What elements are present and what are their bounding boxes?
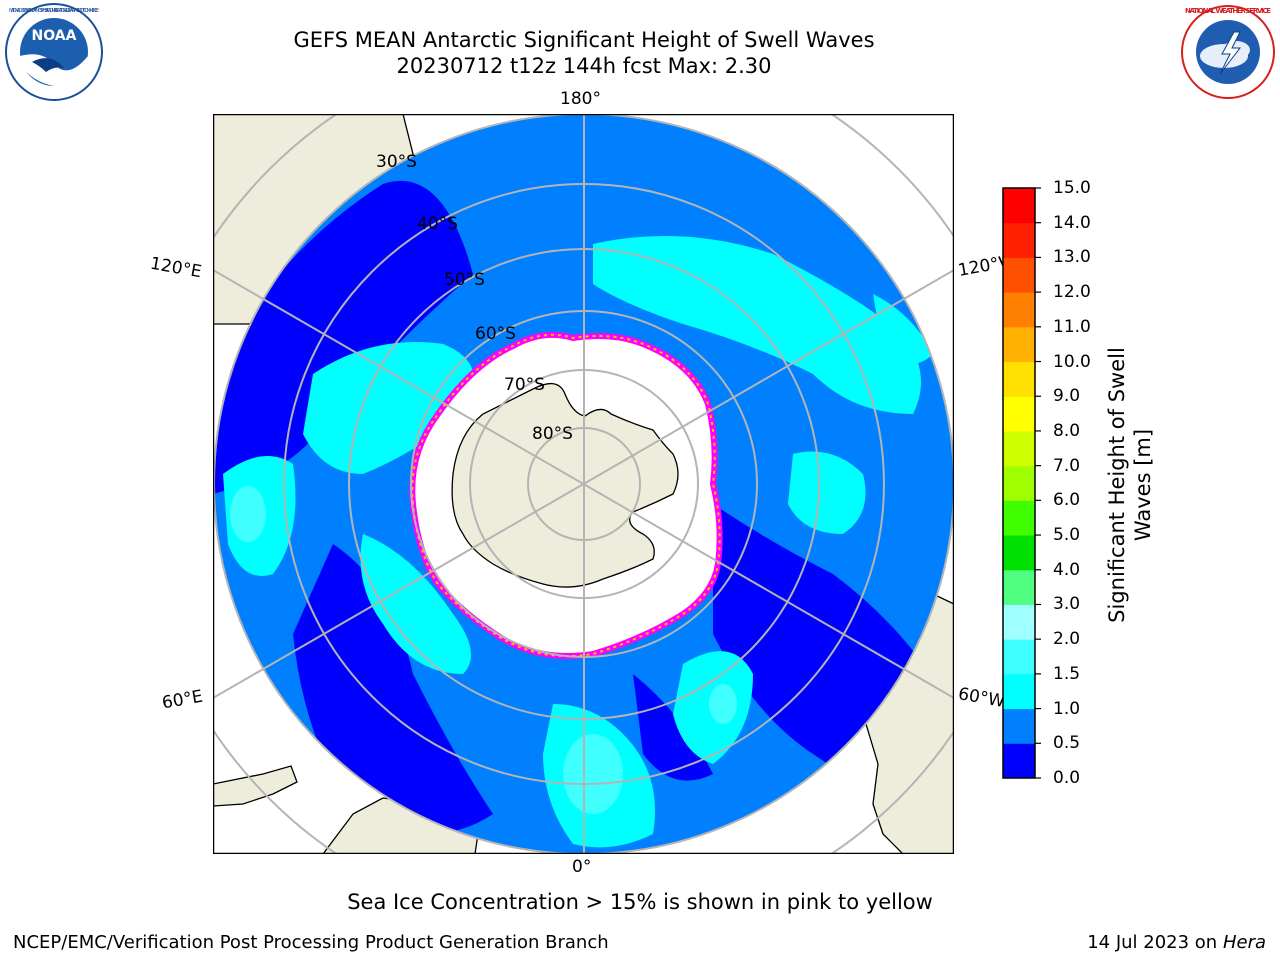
colorbar-label: Significant Height of Swell Waves [m]: [1105, 347, 1155, 623]
lat-label-60: 60°S: [475, 324, 516, 344]
noaa-logo-text: NOAA: [32, 28, 77, 44]
lon-label-top: 180°: [560, 89, 601, 109]
lat-label-70: 70°S: [504, 375, 545, 395]
colorbar-tick-label: 6.0: [1053, 490, 1081, 511]
colorbar-segment: [1003, 708, 1035, 744]
footer-host: Hera: [1222, 932, 1266, 953]
colorbar-tick-label: 7.0: [1053, 455, 1081, 476]
colorbar-tick-label: 1.5: [1053, 663, 1081, 684]
lon-label-bottom: 0°: [572, 857, 592, 877]
footer-date-text: 14 Jul 2023 on: [1087, 932, 1223, 953]
colorbar-segment: [1003, 326, 1035, 363]
lat-label-50: 50°S: [444, 270, 485, 290]
colorbar-tick-label: 0.0: [1053, 768, 1081, 788]
colorbar-tick-label: 2.0: [1053, 629, 1081, 650]
colorbar-tick-label: 15.0: [1053, 178, 1091, 198]
lat-label-40: 40°S: [417, 214, 458, 234]
colorbar-tick-label: 0.5: [1053, 733, 1081, 754]
colorbar-segment: [1003, 569, 1035, 605]
footer-date: 14 Jul 2023 on Hera: [1087, 932, 1266, 953]
lat-label-30: 30°S: [376, 152, 417, 172]
noaa-logo-icon: NOAA NATIONAL OCEANIC AND ATMOSPHERIC AD…: [5, 3, 103, 101]
colorbar-segment: [1003, 257, 1035, 293]
colorbar-segment: [1003, 430, 1035, 467]
colorbar-segment: [1003, 639, 1035, 675]
lon-label-right-lower: 60°W: [956, 684, 1007, 712]
chart-title: GEFS MEAN Antarctic Significant Height o…: [293, 28, 875, 52]
colorbar-segment: [1003, 222, 1035, 258]
colorbar-tick-label: 3.0: [1053, 594, 1081, 615]
colorbar-tick-label: 8.0: [1053, 420, 1081, 441]
colorbar-segment: [1003, 188, 1035, 224]
colorbar-segment: [1003, 292, 1035, 328]
sea-ice-note: Sea Ice Concentration > 15% is shown in …: [347, 890, 933, 914]
colorbar-tick-label: 14.0: [1053, 212, 1091, 233]
colorbar-segment: [1003, 465, 1035, 501]
nws-logo-ring-text: NATIONAL WEATHER SERVICE: [1185, 7, 1271, 15]
nws-logo-icon: NATIONAL WEATHER SERVICE: [1181, 5, 1275, 99]
colorbar-tick-label: 12.0: [1053, 282, 1091, 303]
colorbar: [1002, 187, 1041, 779]
polar-map: [213, 114, 954, 854]
antarctica: [451, 382, 679, 588]
colorbar-tick-label: 9.0: [1053, 386, 1081, 407]
colorbar-tick-label: 10.0: [1053, 351, 1091, 372]
colorbar-tick-label: 1.0: [1053, 698, 1081, 719]
noaa-logo-ring-text: NATIONAL OCEANIC AND ATMOSPHERIC ADMINIS…: [9, 8, 99, 14]
colorbar-segment: [1003, 673, 1035, 710]
colorbar-segment: [1003, 743, 1035, 779]
footer-credit: NCEP/EMC/Verification Post Processing Pr…: [13, 932, 609, 953]
colorbar-tick-label: 13.0: [1053, 247, 1091, 268]
lat-label-80: 80°S: [532, 424, 573, 444]
lon-label-left-upper: 120°E: [148, 253, 204, 283]
colorbar-segment: [1003, 396, 1035, 432]
colorbar-segment: [1003, 361, 1035, 397]
colorbar-segment: [1003, 604, 1035, 640]
colorbar-segment: [1003, 500, 1035, 536]
colorbar-tick-label: 5.0: [1053, 525, 1081, 546]
colorbar-segment: [1003, 535, 1035, 571]
chart-subtitle: 20230712 t12z 144h fcst Max: 2.30: [396, 54, 772, 78]
colorbar-tick-label: 4.0: [1053, 559, 1081, 580]
lon-label-left-lower: 60°E: [160, 686, 205, 714]
colorbar-tick-label: 11.0: [1053, 316, 1091, 337]
